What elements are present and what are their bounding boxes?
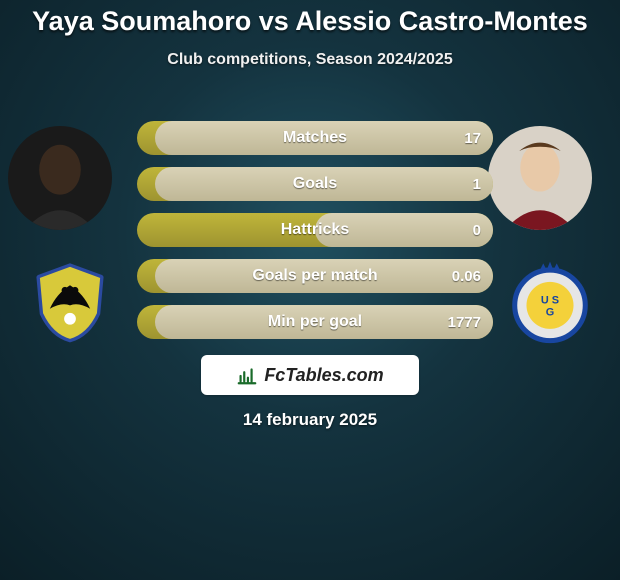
stat-bar-fill-right: [155, 259, 493, 293]
stat-row: Goals per match0.06: [137, 259, 493, 293]
stat-bar-fill-right: [155, 121, 493, 155]
stat-bar-fill-right: [155, 167, 493, 201]
stat-bar-fill-right: [315, 213, 493, 247]
site-badge[interactable]: FcTables.com: [201, 355, 419, 395]
stat-bar-fill-right: [155, 305, 493, 339]
club-right-monogram-2: G: [546, 306, 554, 318]
club-right-monogram: U S: [541, 295, 559, 307]
page-title: Yaya Soumahoro vs Alessio Castro-Montes: [0, 0, 620, 37]
stat-row: Min per goal1777: [137, 305, 493, 339]
stat-row: Goals1: [137, 167, 493, 201]
stat-value-right: 1: [473, 167, 481, 201]
player-right-avatar: [488, 126, 592, 230]
club-left-badge: [28, 260, 112, 344]
player-left-avatar: [8, 126, 112, 230]
stat-row: Matches17: [137, 121, 493, 155]
comparison-card: Yaya Soumahoro vs Alessio Castro-Montes …: [0, 0, 620, 580]
stat-bars: Matches17 Goals1 Hattricks0 Goals per match…: [137, 121, 493, 351]
stat-value-right: 0.06: [452, 259, 481, 293]
stat-value-right: 0: [473, 213, 481, 247]
chart-icon: [236, 364, 258, 386]
club-left-crest-icon: [28, 260, 112, 344]
club-right-crest-icon: U S G: [508, 260, 592, 344]
player-left-avatar-image: [8, 126, 112, 230]
stat-row: Hattricks0: [137, 213, 493, 247]
player-right-avatar-image: [488, 126, 592, 230]
site-badge-label: FcTables.com: [264, 365, 383, 386]
date-label: 14 february 2025: [0, 410, 620, 430]
stat-value-right: 1777: [448, 305, 481, 339]
club-right-badge: U S G: [508, 260, 592, 344]
subtitle: Club competitions, Season 2024/2025: [0, 51, 620, 69]
stat-value-right: 17: [464, 121, 481, 155]
